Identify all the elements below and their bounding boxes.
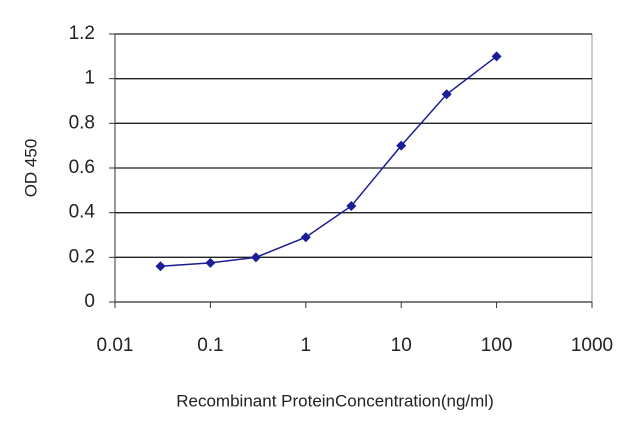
data-point (250, 252, 261, 263)
data-point (155, 261, 166, 272)
data-point (300, 232, 311, 243)
x-tick-label: 0.1 (197, 335, 223, 356)
x-tick-label: 10 (391, 335, 412, 356)
y-tick-label: 0.2 (69, 246, 95, 267)
x-tick-label: 0.01 (97, 335, 134, 356)
x-tick-label: 1000 (571, 335, 613, 356)
data-point (346, 200, 357, 211)
y-tick-label: 1 (84, 68, 95, 89)
x-tick-label: 100 (481, 335, 513, 356)
y-axis-label: OD 450 (21, 139, 40, 198)
y-tick-label: 0.4 (69, 202, 96, 223)
x-axis-label: Recombinant ProteinConcentration(ng/ml) (176, 391, 494, 410)
data-point (441, 89, 452, 100)
data-point (205, 257, 216, 268)
y-tick-label: 0.6 (69, 157, 95, 178)
x-tick-label: 1 (301, 335, 312, 356)
data-point (396, 140, 407, 151)
y-tick-label: 1.2 (69, 23, 95, 44)
data-point (491, 51, 502, 62)
y-tick-label: 0 (84, 291, 95, 312)
y-tick-label: 0.8 (69, 112, 95, 133)
series-line (160, 55, 498, 268)
